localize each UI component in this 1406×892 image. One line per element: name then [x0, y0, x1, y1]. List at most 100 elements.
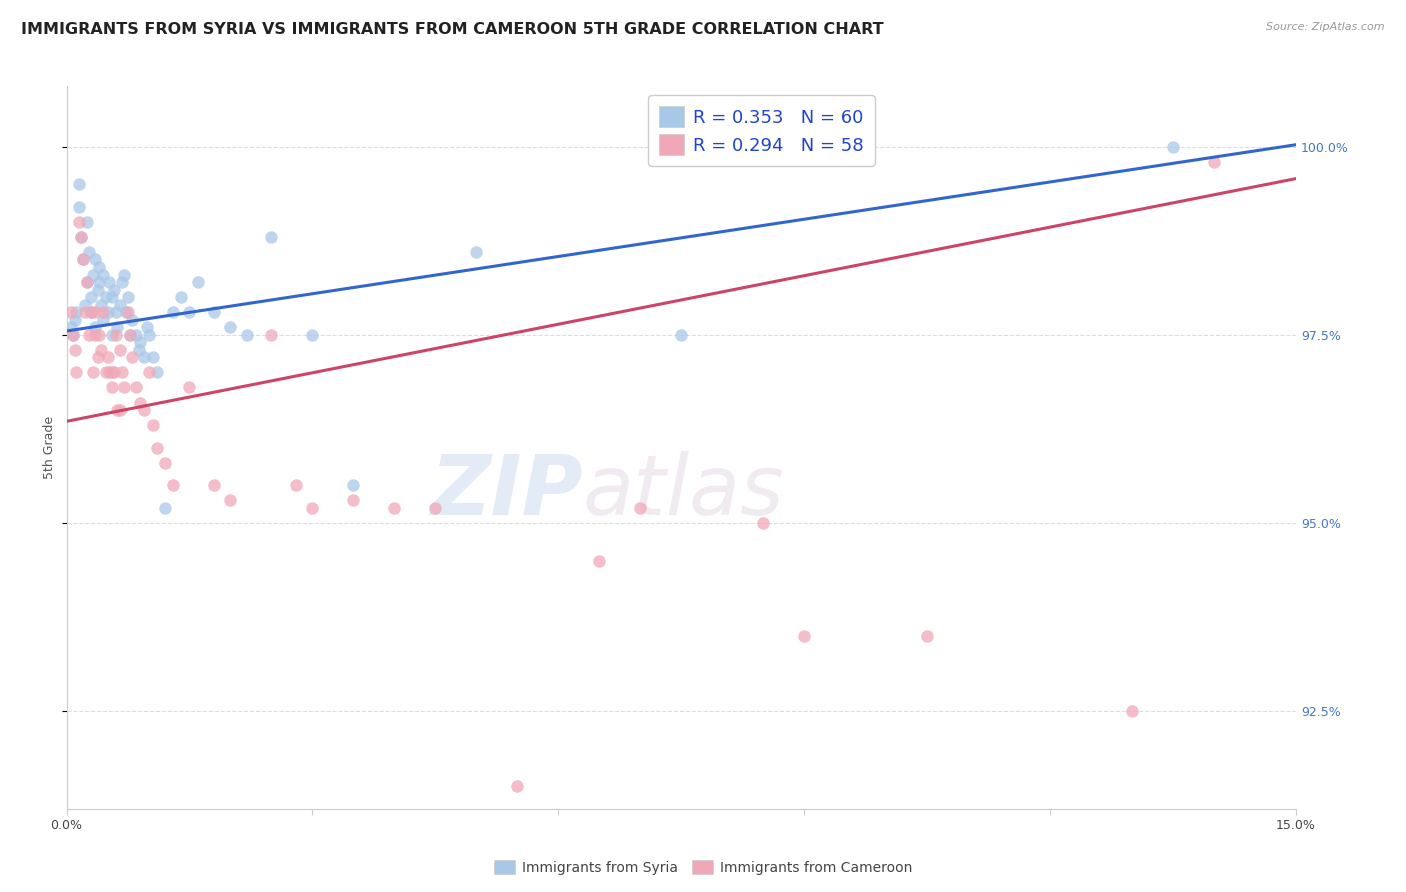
Point [129, 335, 152, 350]
Point [70, 230, 93, 244]
Point [59, 320, 82, 334]
Point [187, 275, 209, 289]
Point [96, 351, 118, 365]
Point [628, 500, 651, 515]
Point [112, 380, 135, 394]
Point [84, 305, 107, 319]
Point [170, 290, 193, 304]
Point [142, 418, 165, 433]
Point [145, 441, 167, 455]
Point [82, 365, 104, 379]
Point [63, 312, 86, 326]
Point [80, 290, 103, 304]
Point [89, 260, 111, 274]
Point [153, 500, 176, 515]
Point [84, 252, 107, 267]
Point [65, 305, 87, 319]
Text: Source: ZipAtlas.com: Source: ZipAtlas.com [1267, 22, 1385, 32]
Point [98, 275, 121, 289]
Point [76, 215, 98, 229]
Point [153, 456, 176, 470]
Point [121, 312, 143, 326]
Point [108, 403, 131, 417]
Point [62, 327, 84, 342]
Point [236, 327, 259, 342]
Point [117, 290, 139, 304]
Point [94, 290, 117, 304]
Point [111, 275, 134, 289]
Point [179, 305, 201, 319]
Text: ZIP: ZIP [430, 450, 583, 532]
Point [76, 275, 98, 289]
Legend: Immigrants from Syria, Immigrants from Cameroon: Immigrants from Syria, Immigrants from C… [488, 855, 918, 880]
Point [793, 629, 815, 643]
Point [301, 327, 323, 342]
Point [73, 298, 96, 312]
Point [129, 395, 152, 409]
Point [108, 343, 131, 357]
Point [179, 380, 201, 394]
Point [94, 365, 117, 379]
Point [1121, 704, 1143, 718]
Point [67, 178, 90, 192]
Point [108, 298, 131, 312]
Point [1204, 154, 1226, 169]
Point [134, 403, 156, 417]
Point [100, 290, 122, 304]
Point [73, 305, 96, 319]
Point [260, 327, 283, 342]
Point [162, 305, 184, 319]
Point [506, 780, 529, 794]
Point [90, 298, 112, 312]
Point [117, 305, 139, 319]
Point [671, 327, 693, 342]
Point [384, 500, 406, 515]
Point [301, 500, 323, 515]
Point [142, 351, 165, 365]
Point [62, 327, 84, 342]
Point [135, 320, 157, 334]
Point [80, 305, 103, 319]
Point [90, 343, 112, 357]
Point [80, 305, 103, 319]
Point [84, 320, 107, 334]
Point [98, 365, 121, 379]
Point [1161, 139, 1184, 153]
Point [125, 327, 148, 342]
Point [84, 327, 107, 342]
Point [67, 200, 90, 214]
Point [342, 478, 364, 492]
Point [79, 244, 101, 259]
Point [72, 252, 94, 267]
Point [465, 244, 488, 259]
Point [65, 365, 87, 379]
Point [72, 252, 94, 267]
Point [285, 478, 308, 492]
Point [100, 365, 122, 379]
Point [138, 327, 160, 342]
Point [588, 553, 610, 567]
Point [260, 230, 283, 244]
Point [145, 365, 167, 379]
Point [915, 629, 938, 643]
Point [202, 478, 225, 492]
Legend: R = 0.353   N = 60, R = 0.294   N = 58: R = 0.353 N = 60, R = 0.294 N = 58 [648, 95, 875, 166]
Point [86, 283, 108, 297]
Point [93, 312, 115, 326]
Point [114, 305, 136, 319]
Point [125, 380, 148, 394]
Point [128, 343, 150, 357]
Point [59, 305, 82, 319]
Y-axis label: 5th Grade: 5th Grade [44, 416, 56, 479]
Point [100, 327, 122, 342]
Point [79, 327, 101, 342]
Point [103, 365, 125, 379]
Point [67, 215, 90, 229]
Point [104, 327, 127, 342]
Point [342, 493, 364, 508]
Point [93, 305, 115, 319]
Point [219, 320, 242, 334]
Point [70, 230, 93, 244]
Point [100, 380, 122, 394]
Point [89, 275, 111, 289]
